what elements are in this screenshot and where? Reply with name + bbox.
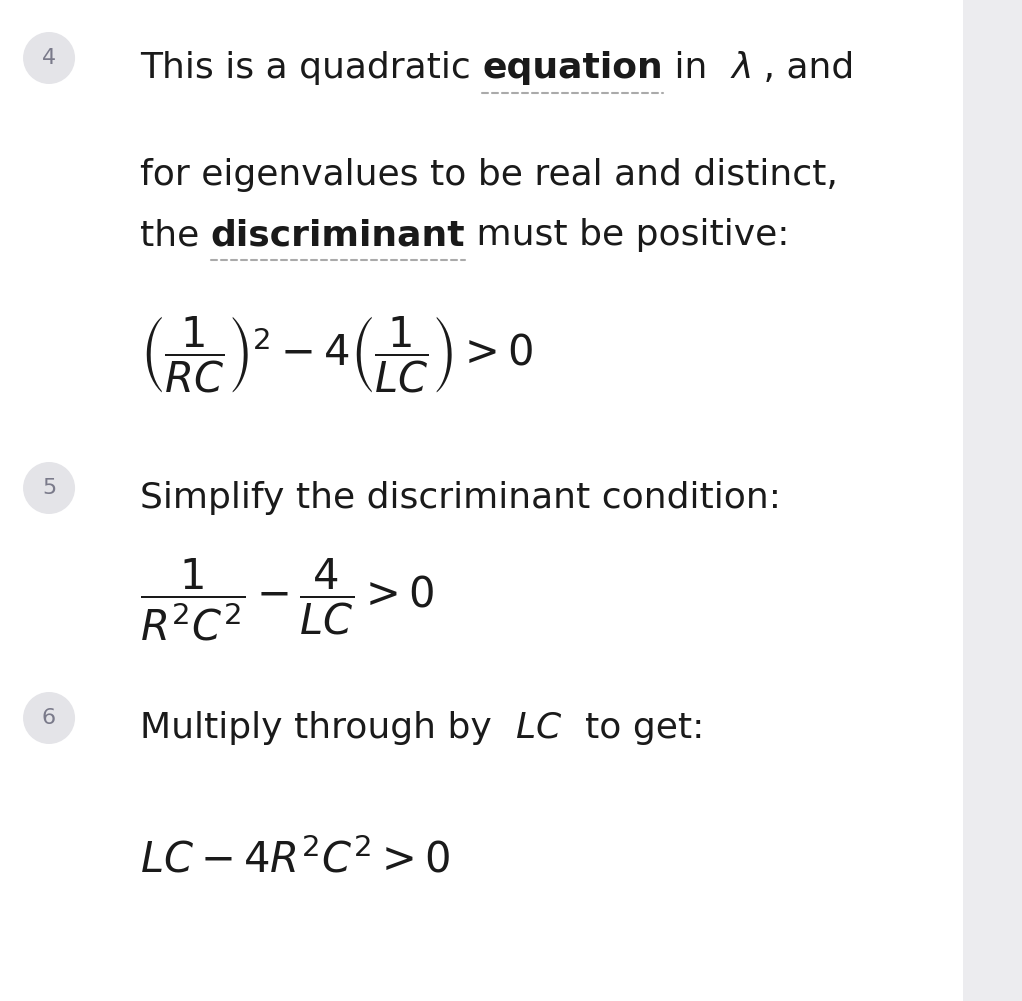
Bar <box>963 0 1022 1001</box>
Text: 6: 6 <box>42 708 56 728</box>
Circle shape <box>24 692 75 744</box>
Text: 5: 5 <box>42 478 56 498</box>
Text: $LC - 4R^2C^2 > 0$: $LC - 4R^2C^2 > 0$ <box>140 839 450 881</box>
Text: $\dfrac{1}{R^2C^2} - \dfrac{4}{LC} > 0$: $\dfrac{1}{R^2C^2} - \dfrac{4}{LC} > 0$ <box>140 557 434 644</box>
Circle shape <box>24 32 75 84</box>
Text: to get:: to get: <box>562 711 704 745</box>
Text: , and: , and <box>751 51 853 85</box>
Text: $\lambda$: $\lambda$ <box>731 51 751 85</box>
Text: discriminant: discriminant <box>211 218 465 252</box>
Text: in: in <box>663 51 731 85</box>
Text: Simplify the discriminant condition:: Simplify the discriminant condition: <box>140 481 781 515</box>
Circle shape <box>24 462 75 514</box>
Text: the: the <box>140 218 211 252</box>
Text: $LC$: $LC$ <box>515 711 562 745</box>
Text: $\left(\dfrac{1}{RC}\right)^{2} - 4\left(\dfrac{1}{LC}\right) > 0$: $\left(\dfrac{1}{RC}\right)^{2} - 4\left… <box>140 315 533 395</box>
Text: Multiply through by: Multiply through by <box>140 711 515 745</box>
Text: equation: equation <box>482 51 663 85</box>
Text: 4: 4 <box>42 48 56 68</box>
Text: must be positive:: must be positive: <box>465 218 790 252</box>
Text: This is a quadratic: This is a quadratic <box>140 51 482 85</box>
Text: for eigenvalues to be real and distinct,: for eigenvalues to be real and distinct, <box>140 158 838 192</box>
